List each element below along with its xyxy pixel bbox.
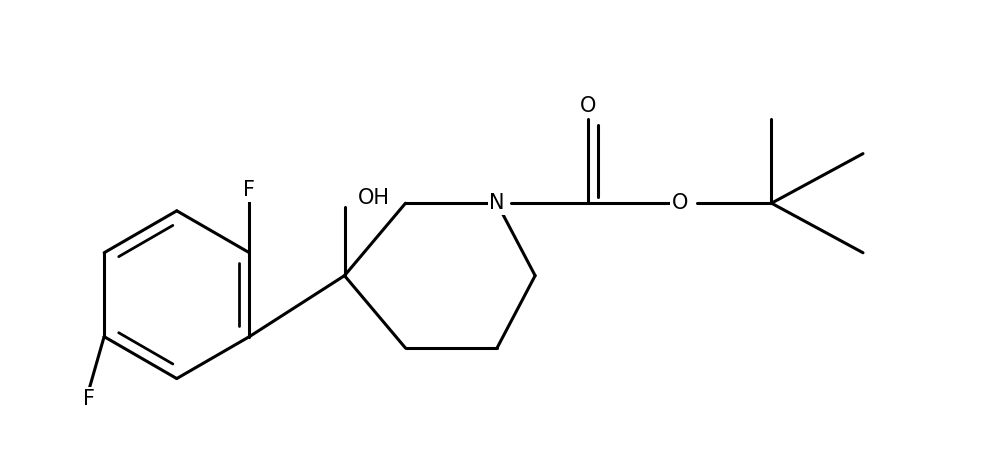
Text: N: N bbox=[489, 193, 505, 213]
Text: F: F bbox=[244, 180, 255, 200]
Text: O: O bbox=[672, 193, 688, 213]
Text: OH: OH bbox=[358, 188, 391, 208]
Text: O: O bbox=[580, 95, 596, 115]
Text: F: F bbox=[83, 389, 94, 409]
